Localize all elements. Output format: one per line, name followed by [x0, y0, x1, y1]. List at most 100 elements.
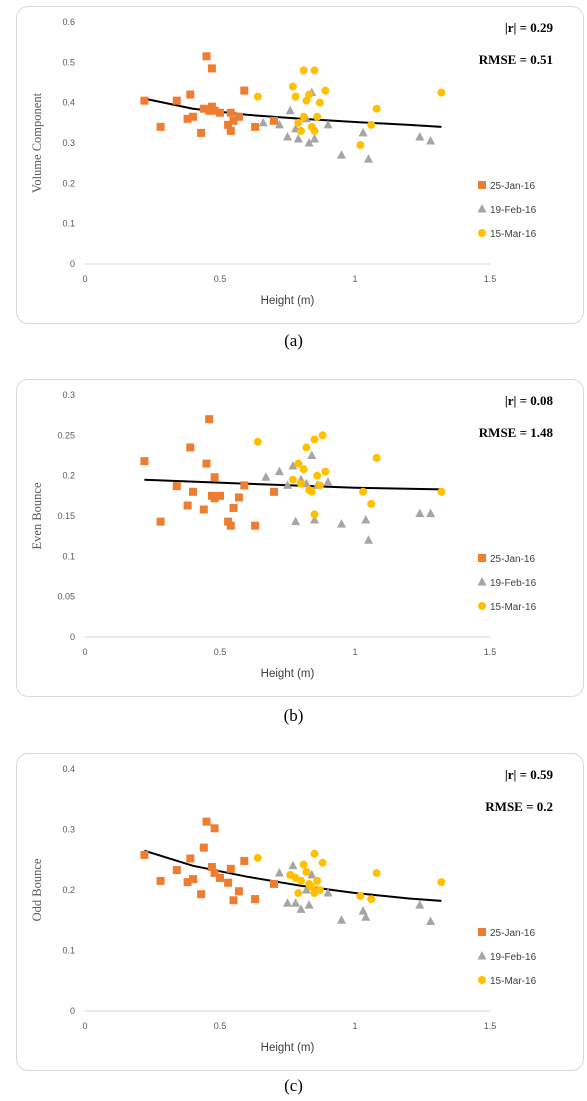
chart-panel-a: 0 0.1 0.2 0.3 0.4 0.5 0.6 0 0.5 1 1.5 Height (m) Vol… — [16, 6, 584, 324]
x-axis-label: Height (m) — [261, 1042, 315, 1054]
data-point — [285, 105, 295, 115]
data-point — [216, 108, 224, 117]
data-point — [304, 138, 314, 147]
data-point — [426, 508, 436, 518]
data-point — [323, 888, 333, 897]
y-tick-label: 0.15 — [57, 511, 75, 521]
legend-marker — [478, 229, 486, 237]
y-tick-label: 0.2 — [62, 885, 75, 895]
data-point — [291, 92, 300, 101]
data-point — [240, 856, 249, 865]
y-tick-label: 0 — [70, 632, 75, 642]
data-point — [321, 86, 330, 95]
data-point — [156, 876, 165, 885]
data-point — [299, 860, 308, 869]
data-point — [183, 501, 192, 510]
data-point — [304, 900, 314, 909]
scatter-chart-b: 0 0.05 0.1 0.15 0.2 0.25 0.3 0 0.5 1 1.5 Height (m)… — [30, 390, 553, 680]
rmse-stat-label: RMSE = 0.2 — [485, 799, 553, 814]
data-point — [172, 866, 181, 875]
data-point — [372, 104, 381, 113]
data-point — [302, 443, 311, 452]
data-point — [307, 450, 317, 459]
data-point — [202, 52, 211, 61]
y-tick-label: 0.1 — [62, 219, 75, 229]
data-point — [315, 98, 324, 107]
data-point — [205, 106, 214, 115]
data-point — [283, 131, 292, 141]
y-tick-label: 0 — [70, 259, 75, 269]
data-point — [305, 90, 314, 99]
data-point — [297, 876, 305, 885]
data-point — [318, 858, 327, 867]
data-point — [207, 863, 216, 872]
data-point — [140, 850, 149, 859]
data-point — [415, 131, 425, 141]
data-point — [210, 106, 219, 115]
x-tick-label: 1 — [352, 274, 357, 284]
data-point — [437, 487, 446, 496]
data-point — [359, 487, 368, 496]
data-point — [202, 817, 211, 826]
data-point — [197, 890, 206, 899]
data-point — [372, 869, 381, 878]
legend-marker — [477, 951, 487, 960]
data-point — [229, 116, 238, 125]
y-tick-label: 0.3 — [62, 390, 75, 400]
data-point — [199, 104, 208, 113]
data-point — [140, 96, 149, 105]
data-point — [234, 887, 243, 896]
data-point — [226, 521, 235, 530]
data-point — [323, 477, 333, 486]
data-point — [321, 467, 330, 476]
scatter-chart-a: 0 0.1 0.2 0.3 0.4 0.5 0.6 0 0.5 1 1.5 Height (m) Vol… — [30, 17, 553, 307]
legend-label: 25-Jan-16 — [490, 928, 535, 939]
x-axis-label: Height (m) — [261, 295, 315, 307]
data-point — [205, 415, 214, 424]
data-point — [364, 535, 373, 544]
data-point — [183, 114, 192, 123]
x-axis-label: Height (m) — [261, 668, 315, 680]
data-point — [296, 904, 306, 913]
data-point — [315, 886, 324, 894]
x-tick-label: 1 — [352, 647, 357, 657]
data-point — [207, 102, 216, 111]
data-point — [337, 519, 346, 528]
data-point — [288, 460, 298, 470]
data-point — [216, 491, 224, 500]
data-point — [367, 120, 376, 129]
data-point — [318, 431, 327, 440]
data-point — [315, 481, 324, 490]
data-point — [224, 878, 233, 887]
data-point — [307, 882, 316, 891]
y-tick-label: 0.3 — [62, 825, 75, 835]
data-point — [189, 875, 197, 884]
y-tick-label: 0.1 — [62, 551, 75, 561]
panel-caption-b: (b) — [283, 706, 304, 725]
legend-marker — [478, 976, 486, 984]
legend-label: 25-Jan-16 — [490, 181, 535, 192]
data-point — [310, 66, 319, 75]
data-point — [302, 867, 311, 876]
data-point — [310, 435, 319, 444]
data-point — [358, 906, 368, 915]
data-point — [288, 475, 297, 484]
data-point — [310, 515, 319, 524]
data-point — [261, 472, 271, 481]
data-point — [288, 860, 298, 870]
data-point — [197, 128, 206, 137]
y-tick-label: 0.05 — [57, 592, 75, 602]
data-point — [251, 122, 260, 131]
y-axis-label: Even Bounce — [30, 482, 44, 549]
r-stat-label: |r| = 0.59 — [505, 767, 554, 782]
chart-panel-b: 0 0.05 0.1 0.15 0.2 0.25 0.3 0 0.5 1 1.5 Height (m)… — [16, 379, 584, 697]
data-point — [294, 118, 303, 127]
data-point — [229, 896, 238, 905]
scatter-chart-c: 0 0.1 0.2 0.3 0.4 0 0.5 1 1.5 Height (m) Odd Bounc… — [30, 764, 554, 1054]
data-point — [251, 895, 260, 904]
legend-marker — [478, 602, 486, 610]
data-point — [172, 482, 181, 491]
data-point — [156, 517, 165, 526]
data-point — [415, 508, 425, 518]
data-point — [313, 876, 322, 885]
